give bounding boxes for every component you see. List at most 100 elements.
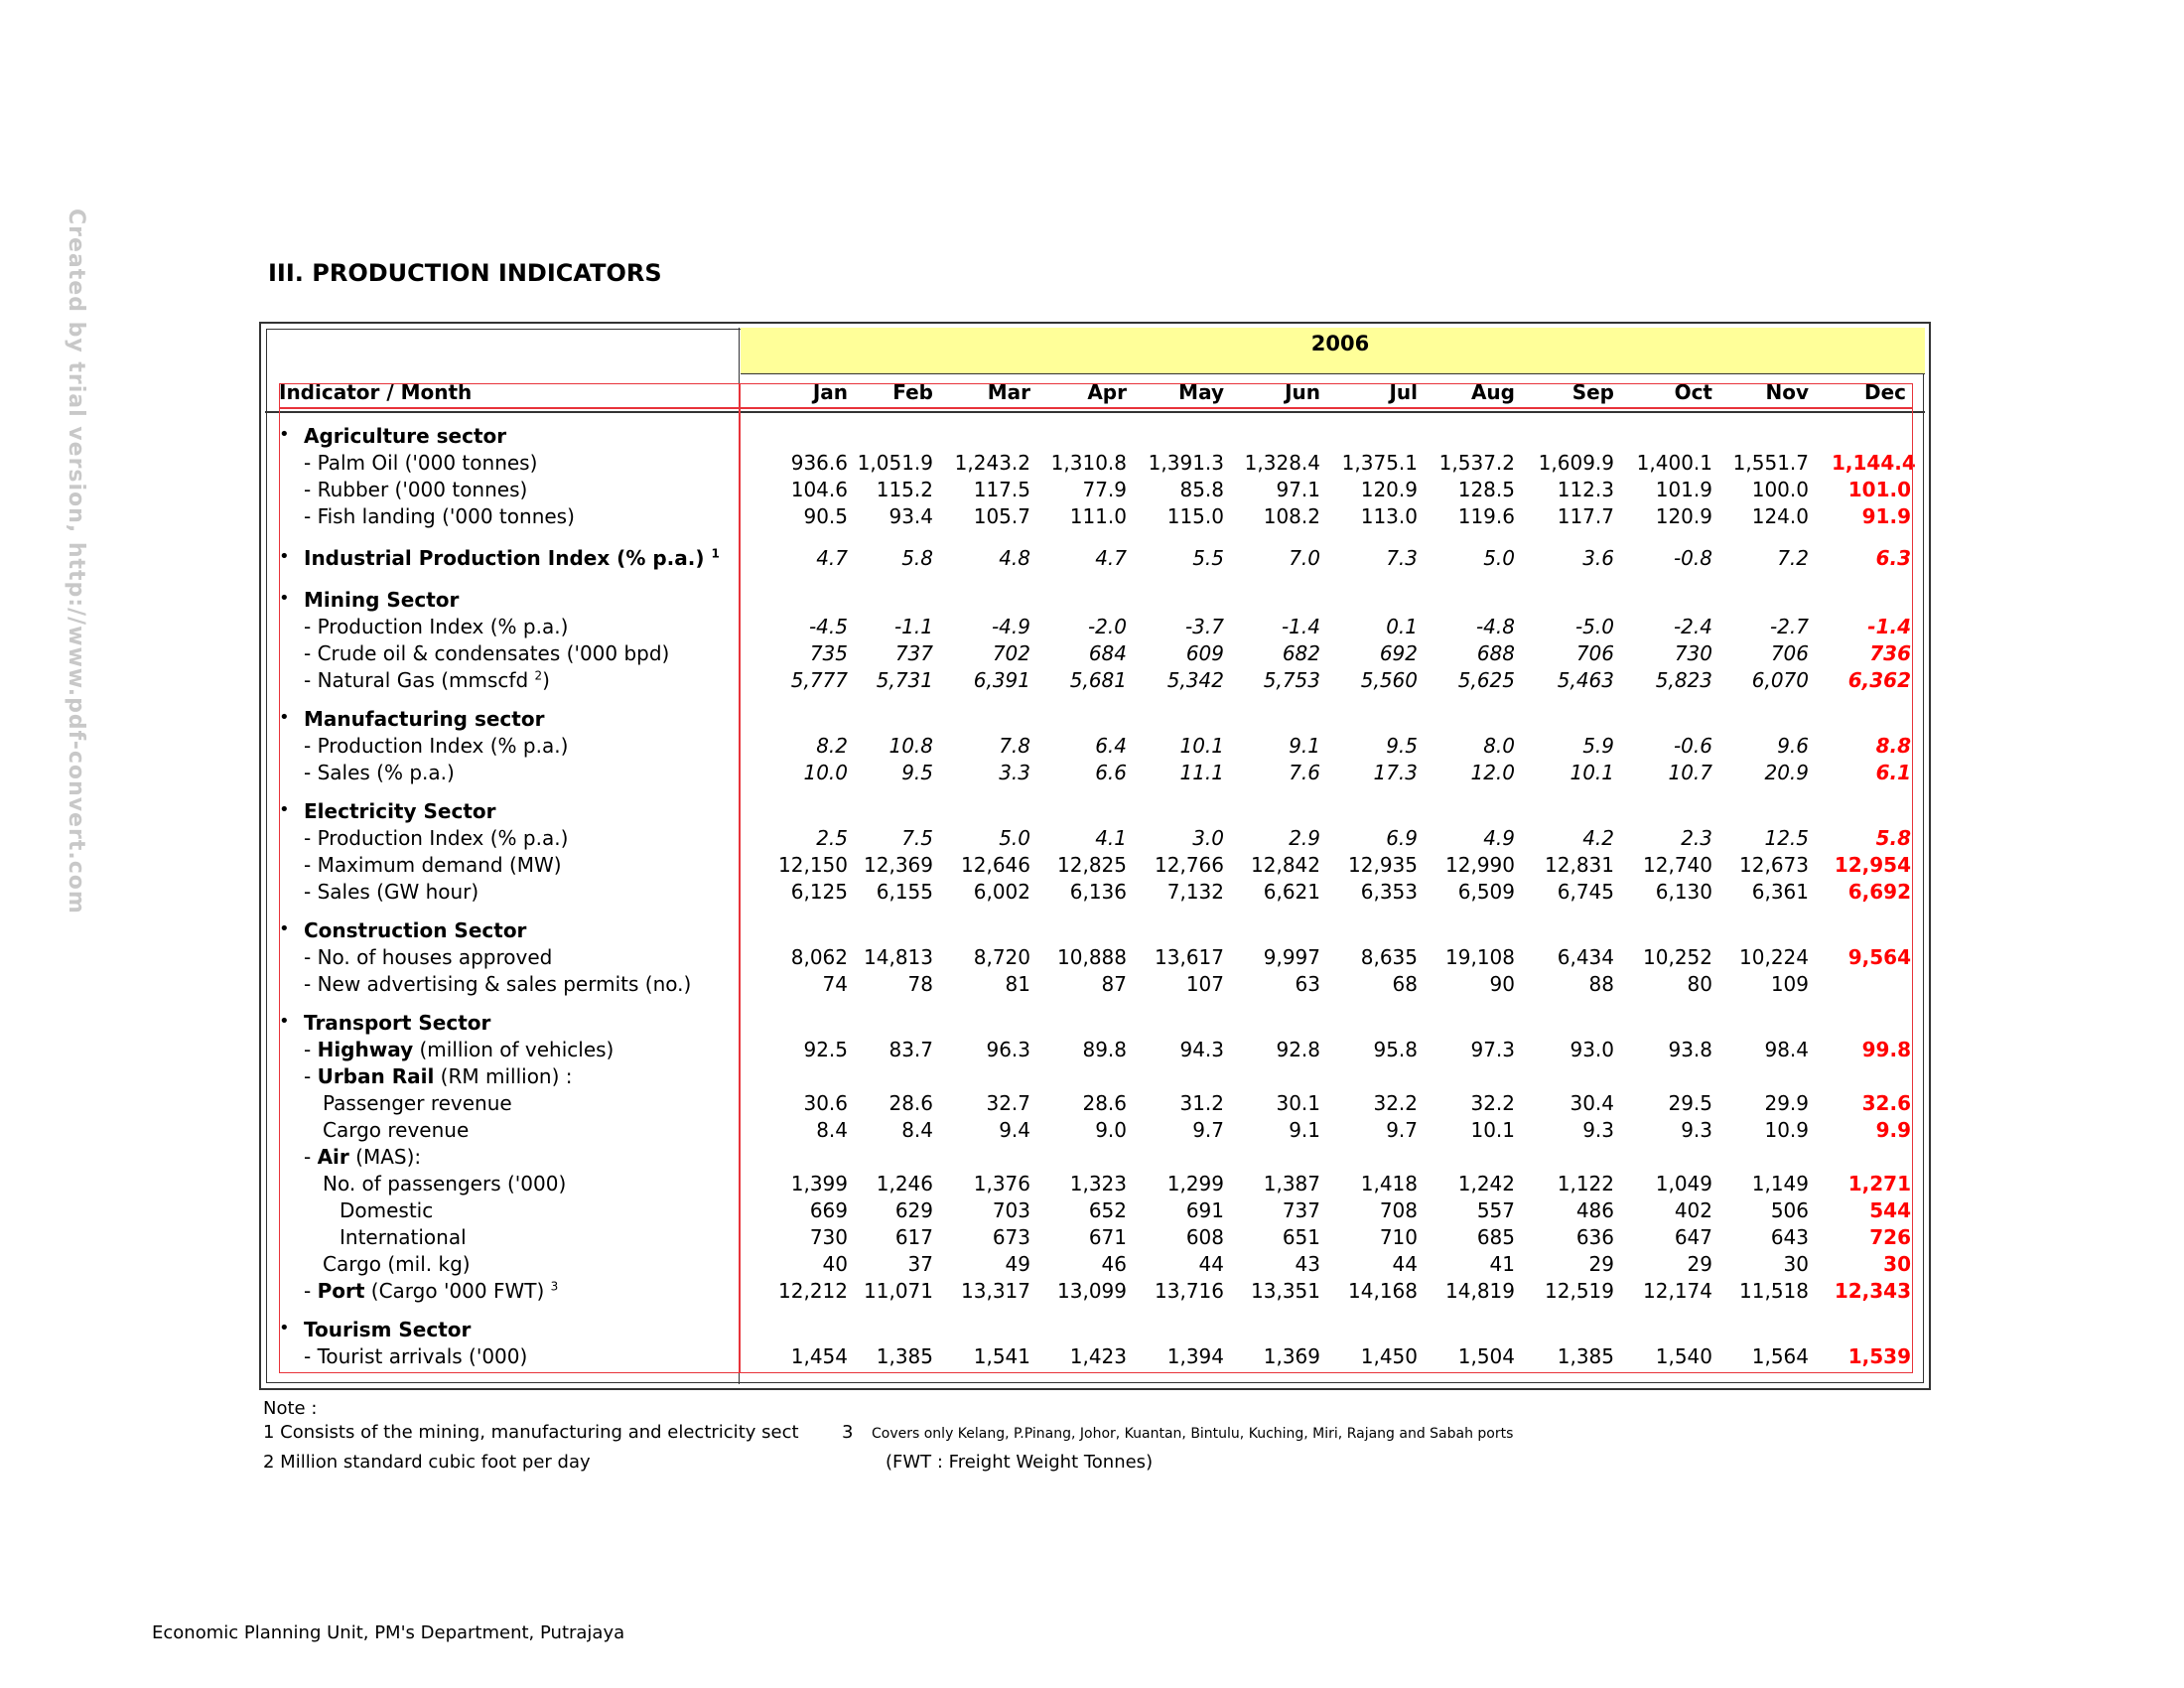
cell-apr: 13,099	[1057, 1279, 1127, 1303]
row-label: - No. of houses approved	[304, 945, 553, 969]
cell-mar: 673	[992, 1225, 1030, 1249]
row-label: Transport Sector	[304, 1011, 491, 1035]
cell-feb: 5,731	[876, 668, 933, 692]
cell-dec: 9,564	[1847, 945, 1911, 969]
cell-dec: 544	[1869, 1198, 1911, 1222]
cell-jan: 1,454	[790, 1344, 848, 1368]
table-row: - Production Index (% p.a.) 2.5 7.5 5.0 4.1 3…	[0, 826, 2184, 850]
row-label: - Palm Oil ('000 tonnes)	[304, 451, 538, 475]
cell-mar: 703	[992, 1198, 1030, 1222]
cell-aug: 8.0	[1483, 734, 1515, 758]
row-label: Construction Sector	[304, 918, 527, 942]
cell-feb: 8.4	[901, 1118, 933, 1142]
month-header-jun: Jun	[1285, 380, 1320, 404]
cell-nov: 30	[1783, 1252, 1809, 1276]
cell-jan: 74	[822, 972, 848, 996]
table-row: • Transport Sector	[0, 1011, 2184, 1035]
cell-may: 107	[1185, 972, 1224, 996]
cell-aug: -4.8	[1475, 615, 1515, 638]
cell-jul: 6.9	[1386, 826, 1418, 850]
cell-apr: 111.0	[1069, 504, 1127, 528]
cell-may: 85.8	[1179, 478, 1224, 501]
cell-nov: 6,361	[1751, 880, 1809, 904]
cell-aug: 1,537.2	[1438, 451, 1515, 475]
table-row: - Crude oil & condensates ('000 bpd) 735 7…	[0, 641, 2184, 665]
month-header-apr: Apr	[1087, 380, 1127, 404]
cell-nov: 100.0	[1751, 478, 1809, 501]
cell-aug: 19,108	[1445, 945, 1515, 969]
cell-may: 3.0	[1192, 826, 1224, 850]
cell-oct: 730	[1674, 641, 1712, 665]
cell-jul: 17.3	[1373, 761, 1418, 784]
cell-jul: 1,375.1	[1341, 451, 1418, 475]
cell-mar: 4.8	[999, 546, 1030, 570]
cell-jul: 8,635	[1360, 945, 1418, 969]
section-title: III. PRODUCTION INDICATORS	[268, 259, 662, 287]
month-header-may: May	[1178, 380, 1224, 404]
row-label: - Sales (GW hour)	[304, 880, 479, 904]
bullet-icon: •	[279, 1011, 290, 1032]
cell-jun: 2.9	[1289, 826, 1320, 850]
cell-jan: 669	[809, 1198, 848, 1222]
cell-sep: 93.0	[1570, 1038, 1614, 1061]
bullet-icon: •	[279, 424, 290, 445]
cell-mar: 105.7	[973, 504, 1030, 528]
month-header-jul: Jul	[1389, 380, 1418, 404]
row-label: Agriculture sector	[304, 424, 507, 448]
note-3: Covers only Kelang, P.Pinang, Johor, Kua…	[872, 1426, 1514, 1442]
cell-jun: 9.1	[1289, 1118, 1320, 1142]
cell-jun: 63	[1295, 972, 1320, 996]
cell-sep: 12,519	[1545, 1279, 1614, 1303]
cell-jul: 710	[1379, 1225, 1418, 1249]
cell-jan: 730	[809, 1225, 848, 1249]
cell-may: 5,342	[1166, 668, 1224, 692]
table-row: International 730 617 673 671 608 651 710 685 636…	[0, 1225, 2184, 1249]
cell-jan: 104.6	[790, 478, 848, 501]
cell-sep: 706	[1575, 641, 1614, 665]
cell-oct: 647	[1674, 1225, 1712, 1249]
cell-sep: 3.6	[1582, 546, 1614, 570]
cell-apr: 6,136	[1069, 880, 1127, 904]
cell-aug: 128.5	[1457, 478, 1515, 501]
cell-apr: 6.6	[1095, 761, 1127, 784]
table-row: - Production Index (% p.a.) 8.2 10.8 7.8 6.4…	[0, 734, 2184, 758]
row-label: - Sales (% p.a.)	[304, 761, 455, 784]
cell-apr: 1,423	[1069, 1344, 1127, 1368]
cell-apr: 77.9	[1082, 478, 1127, 501]
cell-oct: 402	[1674, 1198, 1712, 1222]
table-row: • Construction Sector	[0, 918, 2184, 942]
cell-dec: 91.9	[1861, 504, 1911, 528]
cell-apr: 684	[1088, 641, 1127, 665]
cell-sep: 486	[1575, 1198, 1614, 1222]
month-header-aug: Aug	[1470, 380, 1515, 404]
cell-jan: 735	[809, 641, 848, 665]
cell-may: 7,132	[1166, 880, 1224, 904]
cell-nov: 124.0	[1751, 504, 1809, 528]
cell-oct: 9.3	[1681, 1118, 1712, 1142]
table-row: - Rubber ('000 tonnes) 104.6 115.2 117.5 77.…	[0, 478, 2184, 501]
cell-nov: 643	[1770, 1225, 1809, 1249]
row-label: - Fish landing ('000 tonnes)	[304, 504, 575, 528]
footer: Economic Planning Unit, PM's Department,…	[152, 1622, 625, 1643]
cell-jun: 7.6	[1289, 761, 1320, 784]
row-label: Passenger revenue	[323, 1091, 512, 1115]
table-row: Cargo revenue 8.4 8.4 9.4 9.0 9.7 9.1 9.7 10.1 9.…	[0, 1118, 2184, 1142]
row-label: - Rubber ('000 tonnes)	[304, 478, 528, 501]
cell-may: 1,391.3	[1148, 451, 1224, 475]
table-row: Cargo (mil. kg) 40 37 49 46 44 43 44 41 29 29 30 30	[0, 1252, 2184, 1276]
cell-jan: 4.7	[816, 546, 848, 570]
cell-may: 31.2	[1179, 1091, 1224, 1115]
cell-mar: 7.8	[999, 734, 1030, 758]
cell-apr: 12,825	[1057, 853, 1127, 877]
cell-apr: 28.6	[1082, 1091, 1127, 1115]
table-row: - Fish landing ('000 tonnes) 90.5 93.4 105.…	[0, 504, 2184, 528]
cell-mar: 5.0	[999, 826, 1030, 850]
cell-oct: 10,252	[1643, 945, 1712, 969]
cell-oct: -0.6	[1673, 734, 1712, 758]
cell-jul: 1,418	[1360, 1172, 1418, 1196]
cell-may: 5.5	[1192, 546, 1224, 570]
cell-aug: 97.3	[1470, 1038, 1515, 1061]
cell-oct: 101.9	[1655, 478, 1712, 501]
month-header-oct: Oct	[1674, 380, 1712, 404]
cell-dec: 6.3	[1875, 546, 1911, 570]
